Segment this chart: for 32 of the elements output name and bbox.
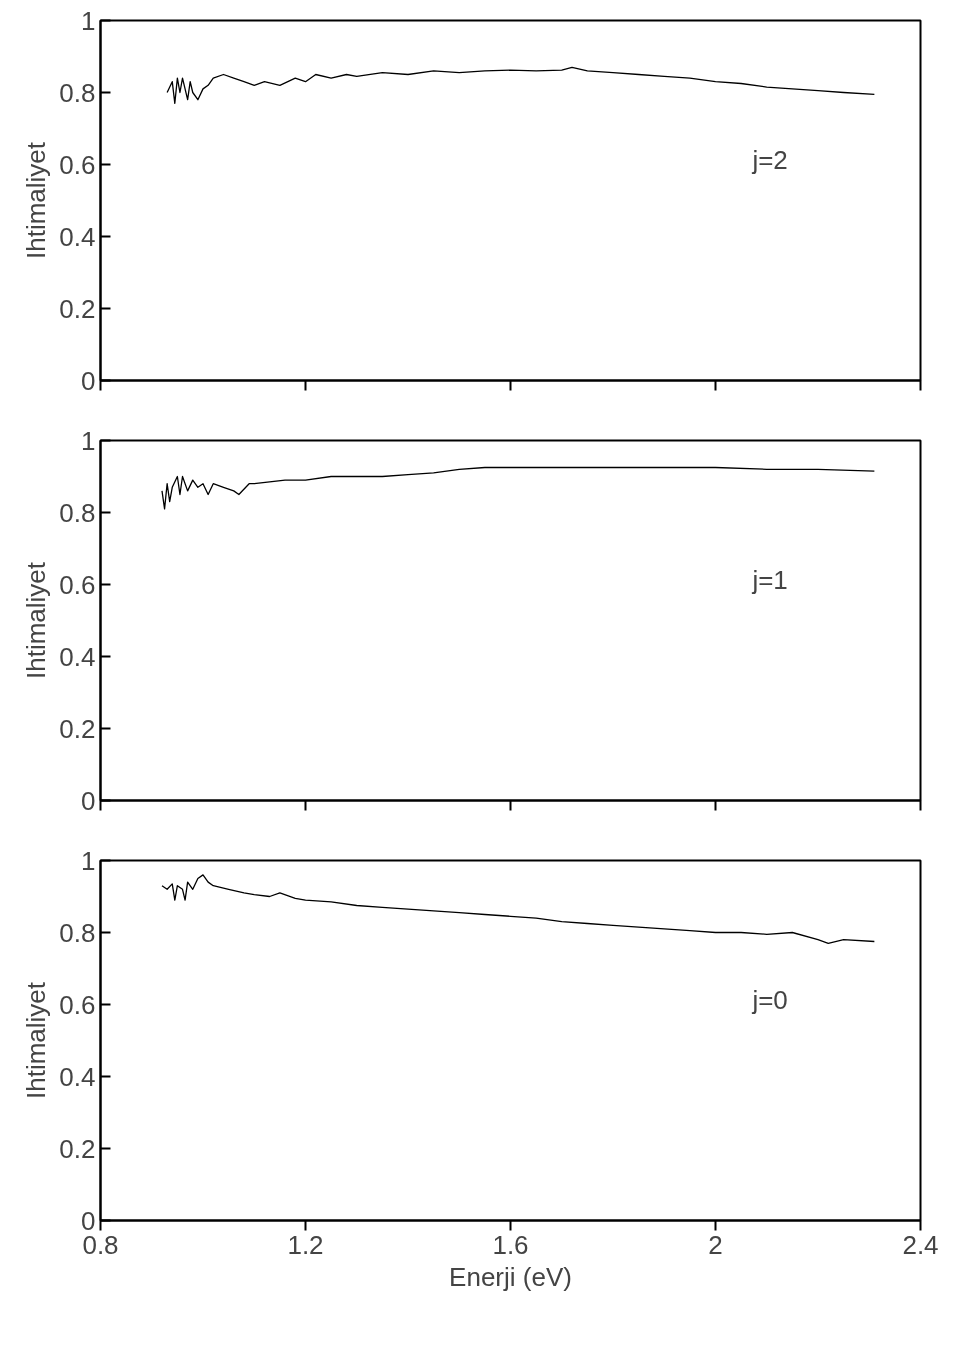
y-tick-label: 0 [81,785,96,816]
annotation: j=0 [751,985,788,1016]
line-series [161,466,876,510]
line-series [161,874,876,944]
y-tick-label: 0.8 [59,497,96,528]
y-tick-label: 0.6 [59,989,96,1020]
y-tick-label: 0.8 [59,917,96,948]
x-tick-label: 1.6 [492,1229,529,1260]
x-tick-label: 2.4 [902,1229,939,1260]
x-tick-label: 2 [708,1229,723,1260]
y-tick-label: 0.6 [59,149,96,180]
y-tick-label: 0.4 [59,221,96,252]
y-axis-title: Ihtimaliyet [21,981,52,1100]
y-tick-label: 0.2 [59,293,96,324]
y-tick-label: 0 [81,1205,96,1236]
x-axis-title: Enerji (eV) [449,1261,572,1292]
y-tick-label: 0.2 [59,1133,96,1164]
annotation: j=2 [751,145,788,176]
y-tick-label: 0.8 [59,77,96,108]
y-tick-label: 0.4 [59,641,96,672]
y-tick-label: 0.2 [59,713,96,744]
y-tick-label: 1 [81,5,96,36]
line-series [166,66,876,104]
y-tick-label: 0 [81,365,96,396]
annotation: j=1 [751,565,788,596]
y-axis-title: Ihtimaliyet [21,561,52,680]
y-axis-title: Ihtimaliyet [21,141,52,260]
y-tick-label: 1 [81,425,96,456]
y-tick-label: 0.6 [59,569,96,600]
y-tick-label: 0.4 [59,1061,96,1092]
x-tick-label: 1.2 [287,1229,324,1260]
y-tick-label: 1 [81,845,96,876]
